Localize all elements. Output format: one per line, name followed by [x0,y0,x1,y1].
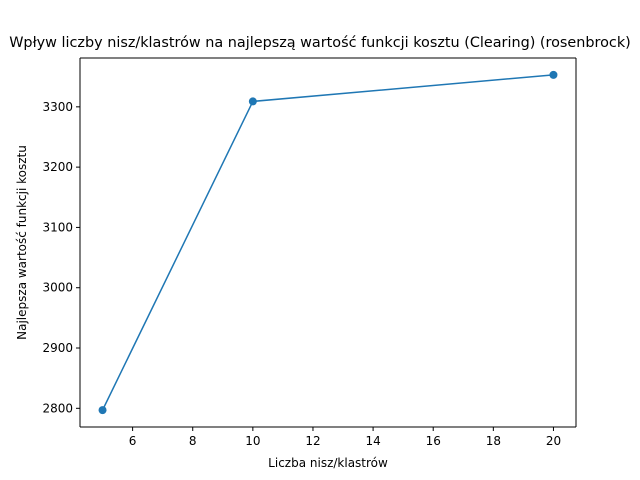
y-axis-ticks: 2800 2900 3000 3100 3200 3300 [42,100,80,415]
data-point [98,406,107,415]
series-layer [98,70,558,415]
y-axis-label: Najlepsza wartość funkcji kosztu [15,145,29,340]
y-tick-label: 3200 [42,160,73,174]
x-tick-label: 14 [365,434,380,448]
x-tick-label: 16 [426,434,441,448]
x-tick-label: 12 [305,434,320,448]
x-axis-label: Liczba nisz/klastrów [268,456,388,470]
y-tick-label: 3300 [42,100,73,114]
x-tick-label: 10 [245,434,260,448]
y-tick-label: 2800 [42,401,73,415]
chart-title: Wpływ liczby nisz/klastrów na najlepszą … [9,35,631,51]
x-tick-label: 8 [189,434,197,448]
axes-frame [79,57,577,428]
y-tick-label: 2900 [42,341,73,355]
x-tick-label: 20 [546,434,561,448]
y-tick-label: 3100 [42,220,73,234]
y-tick-label: 3000 [42,281,73,295]
x-axis-ticks: 6 8 10 12 14 16 18 20 [129,427,561,448]
x-tick-label: 6 [129,434,137,448]
data-point [248,97,257,106]
series-line [101,74,554,411]
x-tick-label: 18 [486,434,501,448]
data-point [549,70,558,79]
